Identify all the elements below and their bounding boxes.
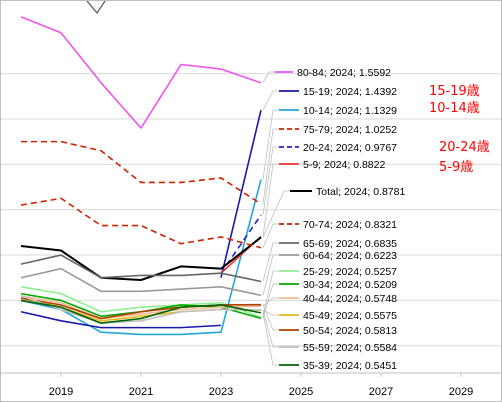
leader-line — [262, 270, 279, 318]
data-label-5-9: 5-9; 2024; 0.8822 — [303, 159, 385, 171]
leader-line — [262, 254, 279, 296]
leader-line — [262, 242, 279, 282]
series-line-60-64 — [20, 267, 262, 297]
x-tick-label: 2019 — [49, 386, 73, 398]
series-line-25-29 — [20, 286, 262, 319]
x-tick-label: 2023 — [209, 386, 233, 398]
series-line-partial — [86, 1, 106, 15]
leader-line — [262, 283, 279, 319]
leader-line — [262, 312, 279, 366]
leader-line — [262, 304, 279, 331]
data-label-50-54: 50-54; 2024; 0.5813 — [303, 325, 397, 337]
x-tick-label: 2025 — [289, 386, 313, 398]
data-label-40-44: 40-44; 2024; 0.5748 — [303, 293, 397, 305]
data-label-80-84: 80-84; 2024; 1.5592 — [297, 67, 391, 79]
leader-line — [262, 223, 279, 248]
data-label-15-19: 15-19; 2024; 1.4392 — [303, 86, 397, 98]
leader-line — [262, 109, 279, 180]
series-line-75-79 — [21, 140, 262, 205]
leader-line — [262, 163, 279, 237]
series-line-35-39 — [20, 299, 262, 324]
data-label-10-14: 10-14; 2024; 1.1329 — [303, 105, 397, 117]
annotation-15-19: 15-19歳 — [429, 84, 480, 99]
series-line-55-59 — [20, 295, 262, 324]
series-line-40-44 — [20, 295, 262, 320]
leader-line — [262, 309, 279, 316]
leader-line — [262, 146, 279, 216]
data-label-total: Total; 2024; 0.8781 — [316, 186, 405, 198]
series-line-65-69 — [20, 254, 262, 283]
data-label-45-49: 45-49; 2024; 0.5575 — [303, 310, 397, 322]
leader-line — [262, 128, 279, 205]
annotation-5-9: 5-9歳 — [439, 160, 473, 175]
data-label-60-64: 60-64; 2024; 0.6223 — [303, 250, 397, 262]
series-line-15-19 — [220, 109, 262, 278]
data-label-70-74: 70-74; 2024; 0.8321 — [303, 219, 397, 231]
series-line-0-4 — [20, 310, 222, 329]
data-label-75-79: 75-79; 2024; 1.0252 — [303, 124, 397, 136]
leader-line — [262, 90, 279, 111]
leader-line — [262, 190, 290, 238]
leader-line — [262, 297, 279, 307]
leader-line — [262, 71, 275, 84]
data-label-65-69: 65-69; 2024; 0.6835 — [303, 238, 397, 250]
data-label-35-39: 35-39; 2024; 0.5451 — [303, 360, 397, 372]
series-line-80-84 — [20, 16, 262, 129]
series-line-70-74 — [20, 197, 262, 249]
x-tick-label: 2029 — [449, 386, 473, 398]
data-label-55-59: 55-59; 2024; 0.5584 — [303, 342, 397, 354]
x-tick-label: 2027 — [369, 386, 393, 398]
leader-line — [262, 309, 279, 348]
annotation-10-14: 10-14歳 — [429, 101, 480, 116]
series-line-total — [20, 236, 262, 281]
data-label-25-29: 25-29; 2024; 0.5257 — [303, 266, 397, 278]
data-label-30-34: 30-34; 2024; 0.5209 — [303, 279, 397, 291]
data-label-20-24: 20-24; 2024; 0.9767 — [303, 142, 397, 154]
x-tick-label: 2021 — [129, 386, 153, 398]
annotation-20-24: 20-24歳 — [439, 140, 490, 155]
